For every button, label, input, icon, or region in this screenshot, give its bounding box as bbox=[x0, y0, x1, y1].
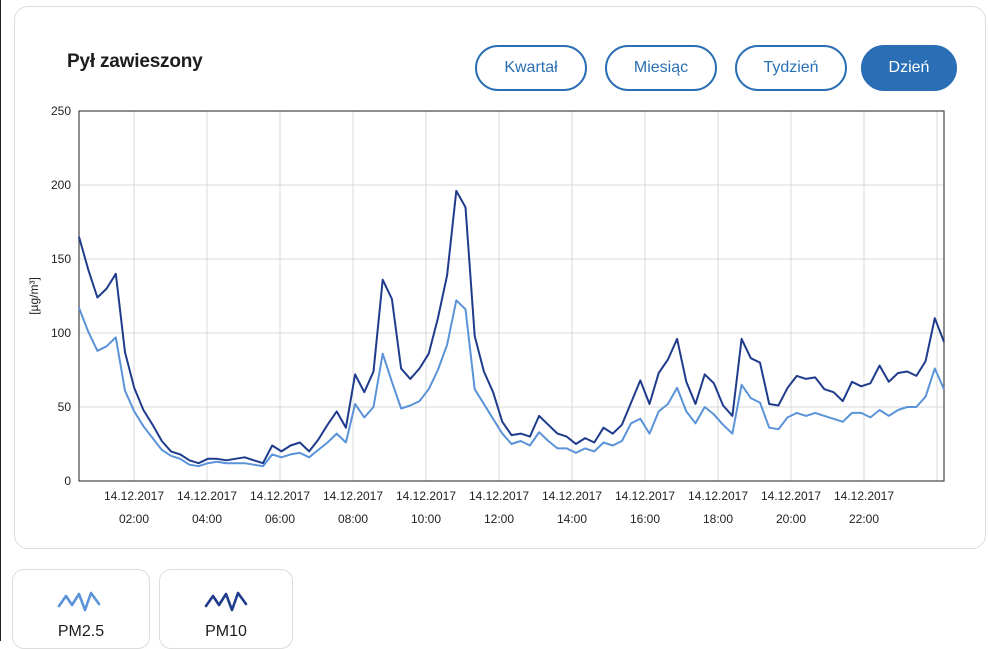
x-tick-time: 02:00 bbox=[119, 512, 149, 526]
y-tick-label: 50 bbox=[58, 400, 72, 414]
chart-card: Pył zawieszony Kwartał Miesiąc Tydzień D… bbox=[14, 6, 986, 549]
x-tick-time: 18:00 bbox=[703, 512, 733, 526]
window-edge bbox=[0, 0, 1, 641]
series-line-pm10 bbox=[78, 189, 945, 465]
x-tick-time: 20:00 bbox=[776, 512, 806, 526]
x-tick-time: 04:00 bbox=[192, 512, 222, 526]
x-tick-date: 14.12.2017 bbox=[250, 489, 310, 503]
x-tick-time: 16:00 bbox=[630, 512, 660, 526]
wave-light-icon bbox=[57, 591, 101, 612]
chart-canvas: 0 50 100 150 200 250 14.12.2017 02:00 14.12.2017… bbox=[27, 104, 945, 526]
page-title: Pył zawieszony bbox=[67, 51, 203, 72]
series-line-pm25 bbox=[78, 299, 945, 468]
x-tick-date: 14.12.2017 bbox=[469, 489, 529, 503]
x-tick-time: 10:00 bbox=[411, 512, 441, 526]
x-tick-date: 14.12.2017 bbox=[177, 489, 237, 503]
legend-label: PM10 bbox=[205, 623, 247, 640]
range-button-day[interactable]: Dzień bbox=[861, 45, 957, 91]
y-axis-label: [µg/m³] bbox=[27, 277, 41, 315]
x-tick-date: 14.12.2017 bbox=[542, 489, 602, 503]
x-tick-date: 14.12.2017 bbox=[688, 489, 748, 503]
legend-item-pm25[interactable]: PM2.5 bbox=[12, 569, 150, 649]
x-tick-date: 14.12.2017 bbox=[104, 489, 164, 503]
y-tick-label: 250 bbox=[51, 104, 71, 118]
x-tick-time: 22:00 bbox=[849, 512, 879, 526]
x-tick-time: 06:00 bbox=[265, 512, 295, 526]
legend-item-pm10[interactable]: PM10 bbox=[159, 569, 293, 649]
x-tick-date: 14.12.2017 bbox=[615, 489, 675, 503]
range-button-week[interactable]: Tydzień bbox=[735, 45, 847, 91]
x-tick-date: 14.12.2017 bbox=[761, 489, 821, 503]
legend-label: PM2.5 bbox=[57, 623, 105, 640]
y-tick-label: 0 bbox=[64, 474, 71, 488]
x-tick-time: 14:00 bbox=[557, 512, 587, 526]
y-tick-label: 150 bbox=[51, 252, 71, 266]
x-tick-date: 14.12.2017 bbox=[323, 489, 383, 503]
y-tick-label: 200 bbox=[51, 178, 71, 192]
x-tick-time: 08:00 bbox=[338, 512, 368, 526]
plot-frame bbox=[78, 110, 945, 482]
range-button-month[interactable]: Miesiąc bbox=[605, 45, 717, 91]
x-tick-date: 14.12.2017 bbox=[396, 489, 456, 503]
x-tick-date: 14.12.2017 bbox=[834, 489, 894, 503]
y-tick-label: 100 bbox=[51, 326, 71, 340]
range-button-quarter[interactable]: Kwartał bbox=[475, 45, 587, 91]
x-tick-time: 12:00 bbox=[484, 512, 514, 526]
wave-dark-icon bbox=[204, 591, 248, 612]
